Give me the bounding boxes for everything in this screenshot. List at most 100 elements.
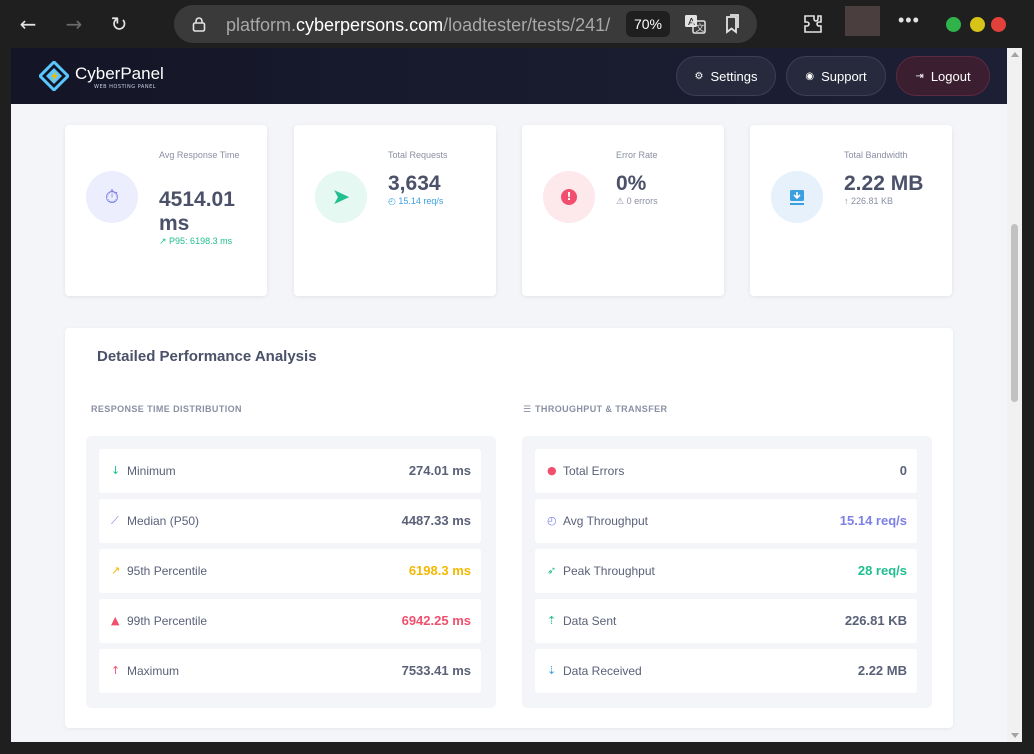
settings-label: Settings bbox=[710, 68, 758, 84]
maximize-icon[interactable] bbox=[970, 17, 985, 32]
list-item: ⟋ Median (P50) 4487.33 ms bbox=[99, 499, 481, 543]
total-bandwidth-card: Total Bandwidth 2.22 MB ↑ 226.81 KB bbox=[750, 125, 952, 296]
list-item: ⇣ Data Received 2.22 MB bbox=[535, 649, 917, 693]
list-item: ▲ 99th Percentile 6942.25 ms bbox=[99, 599, 481, 643]
translate-icon[interactable]: A 文 bbox=[684, 13, 706, 35]
page-scrollbar[interactable] bbox=[1007, 48, 1022, 742]
profile-avatar[interactable] bbox=[845, 6, 880, 36]
gauge-icon: ◴ bbox=[388, 196, 399, 206]
throughput-heading: ☰ THROUGHPUT & TRANSFER bbox=[523, 404, 668, 415]
performance-analysis-panel: Detailed Performance Analysis RESPONSE T… bbox=[65, 328, 953, 728]
arrow-up-icon: ↑ bbox=[844, 196, 852, 206]
row-value: 4487.33 ms bbox=[401, 513, 471, 528]
list-item: ➶ Peak Throughput 28 req/s bbox=[535, 549, 917, 593]
throughput-transfer-list: ● Total Errors 0 ◴ Avg Throughput 15.14 … bbox=[522, 436, 932, 708]
back-button[interactable]: ← bbox=[19, 12, 37, 36]
forward-button[interactable]: → bbox=[65, 12, 83, 36]
address-bar[interactable]: platform.cyberpersons.com/loadtester/tes… bbox=[174, 5, 757, 43]
cyberpanel-logo-icon[interactable] bbox=[39, 61, 69, 91]
lock-icon bbox=[192, 17, 206, 32]
support-button[interactable]: ◉ Support bbox=[786, 56, 886, 96]
top-navbar: CyberPanel WEB HOSTING PANEL ⚙ Settings … bbox=[11, 48, 1007, 104]
response-distribution-list: ↓ Minimum 274.01 ms ⟋ Median (P50) 4487.… bbox=[86, 436, 496, 708]
trend-up-icon: ↗ bbox=[159, 236, 170, 246]
error-rate-card: ! Error Rate 0% ⚠ 0 errors bbox=[522, 125, 724, 296]
row-label: Avg Throughput bbox=[563, 514, 648, 528]
row-label: Total Errors bbox=[563, 464, 625, 478]
user-cog-icon: ⚙ bbox=[694, 70, 704, 82]
response-distribution-heading: RESPONSE TIME DISTRIBUTION bbox=[91, 404, 242, 414]
rocket-icon: ➶ bbox=[547, 564, 557, 577]
scrollbar-thumb[interactable] bbox=[1011, 224, 1018, 402]
upload-icon: ⇡ bbox=[547, 614, 557, 627]
error-circle-icon: ! bbox=[543, 171, 595, 223]
scroll-up-icon[interactable] bbox=[1011, 52, 1019, 57]
row-value: 6942.25 ms bbox=[401, 613, 471, 628]
list-item: ↓ Minimum 274.01 ms bbox=[99, 449, 481, 493]
row-label: Data Sent bbox=[563, 614, 617, 628]
avg-response-card: ⏱ Avg Response Time 4514.01 ms ↗ P95: 61… bbox=[65, 125, 267, 296]
history-icon: ⏱ bbox=[86, 171, 138, 223]
row-label: Data Received bbox=[563, 664, 642, 678]
total-requests-card: ➤ Total Requests 3,634 ◴ 15.14 req/s bbox=[294, 125, 496, 296]
card-sub: ↗ P95: 6198.3 ms bbox=[159, 236, 233, 246]
reload-button[interactable]: ↻ bbox=[110, 12, 128, 36]
minimize-icon[interactable] bbox=[946, 17, 961, 32]
row-label: Median (P50) bbox=[127, 514, 200, 528]
warning-icon: ▲ bbox=[111, 614, 120, 627]
row-label: 95th Percentile bbox=[127, 564, 208, 578]
card-sub: ⚠ 0 errors bbox=[616, 196, 658, 206]
row-label: Minimum bbox=[127, 464, 176, 478]
close-window-icon[interactable] bbox=[991, 17, 1006, 32]
logout-icon: ⇥ bbox=[915, 70, 924, 82]
row-value: 7533.41 ms bbox=[401, 663, 471, 678]
gauge-icon: ◴ bbox=[547, 514, 557, 527]
card-label: Error Rate bbox=[616, 150, 658, 160]
card-label: Avg Response Time bbox=[159, 150, 240, 160]
section-title: Detailed Performance Analysis bbox=[97, 348, 317, 365]
row-value: 28 req/s bbox=[857, 563, 907, 578]
download-icon: ⇣ bbox=[547, 664, 557, 677]
card-value: 0% bbox=[616, 172, 647, 195]
row-label: 99th Percentile bbox=[127, 614, 208, 628]
arrow-up-icon: ↑ bbox=[111, 664, 121, 677]
bookmark-icon[interactable] bbox=[721, 13, 743, 35]
settings-button[interactable]: ⚙ Settings bbox=[676, 56, 776, 96]
list-item: ↑ Maximum 7533.41 ms bbox=[99, 649, 481, 693]
scroll-down-icon[interactable] bbox=[1011, 733, 1019, 738]
card-sub: ◴ 15.14 req/s bbox=[388, 196, 444, 206]
zoom-indicator[interactable]: 70% bbox=[626, 11, 670, 37]
row-value: 0 bbox=[899, 463, 907, 478]
error-icon: ● bbox=[547, 464, 557, 477]
trend-up-icon: ↗ bbox=[111, 564, 121, 577]
extensions-icon[interactable] bbox=[802, 13, 824, 35]
svg-text:A: A bbox=[688, 17, 695, 28]
row-label: Maximum bbox=[127, 664, 180, 678]
logout-label: Logout bbox=[930, 68, 971, 84]
page-viewport: CyberPanel WEB HOSTING PANEL ⚙ Settings … bbox=[11, 48, 1007, 742]
url-text: platform.cyberpersons.com/loadtester/tes… bbox=[226, 15, 611, 35]
list-item: ◴ Avg Throughput 15.14 req/s bbox=[535, 499, 917, 543]
list-item: ⇡ Data Sent 226.81 KB bbox=[535, 599, 917, 643]
browser-toolbar: ← → ↻ platform.cyberpersons.com/loadtest… bbox=[0, 0, 1034, 48]
brand-name[interactable]: CyberPanel bbox=[75, 64, 164, 83]
card-label: Total Bandwidth bbox=[844, 150, 908, 160]
card-value: 4514.01 ms bbox=[159, 188, 235, 235]
row-value: 6198.3 ms bbox=[408, 563, 471, 578]
brand-tagline: WEB HOSTING PANEL bbox=[94, 84, 157, 90]
card-sub: ↑ 226.81 KB bbox=[844, 196, 894, 206]
card-value: 3,634 bbox=[388, 172, 441, 195]
logout-button[interactable]: ⇥ Logout bbox=[896, 56, 990, 96]
row-value: 15.14 req/s bbox=[839, 513, 907, 528]
list-item: ● Total Errors 0 bbox=[535, 449, 917, 493]
download-icon bbox=[771, 171, 823, 223]
row-value: 226.81 KB bbox=[844, 613, 907, 628]
support-label: Support bbox=[821, 68, 867, 84]
chart-line-icon: ⟋ bbox=[111, 514, 119, 527]
globe-icon: ◉ bbox=[805, 70, 815, 82]
row-value: 2.22 MB bbox=[857, 663, 907, 678]
row-value: 274.01 ms bbox=[408, 463, 471, 478]
card-label: Total Requests bbox=[388, 150, 448, 160]
more-menu-icon[interactable]: ••• bbox=[898, 10, 920, 30]
row-label: Peak Throughput bbox=[563, 564, 655, 578]
